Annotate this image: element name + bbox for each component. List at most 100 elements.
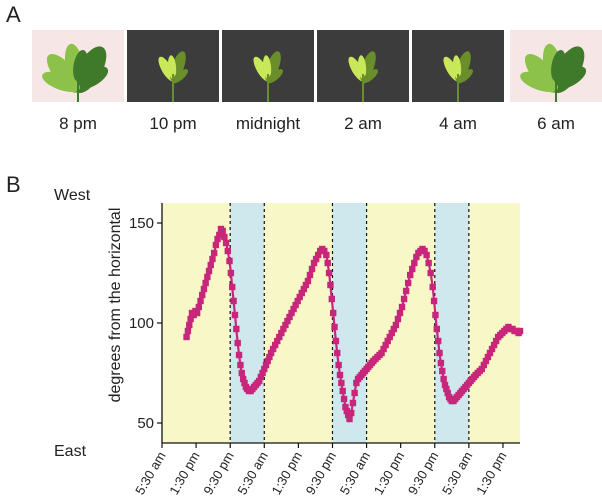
data-point <box>331 323 338 331</box>
data-point <box>394 315 402 323</box>
data-point <box>234 339 241 347</box>
data-point <box>382 341 389 349</box>
data-point <box>427 269 434 277</box>
data-point <box>323 251 330 259</box>
data-point <box>421 247 428 255</box>
data-point <box>484 353 492 361</box>
data-point <box>286 313 293 321</box>
leaf-shape <box>357 55 367 80</box>
day-band <box>468 203 520 443</box>
data-point <box>184 327 192 335</box>
plant-icon <box>348 51 378 102</box>
plant-icon <box>520 43 587 102</box>
plant-icon <box>42 43 109 102</box>
data-point <box>186 321 193 329</box>
plant-photo-2 <box>222 30 314 102</box>
x-tick-label: 9:30 pm <box>405 449 441 497</box>
data-point <box>327 281 334 289</box>
data-point <box>241 379 248 387</box>
data-point <box>222 239 230 247</box>
data-point <box>239 375 247 383</box>
data-point <box>231 311 239 319</box>
photo-time-label: 6 am <box>537 114 575 133</box>
x-tick-label: 5:30 am <box>132 449 168 497</box>
data-point <box>221 233 228 241</box>
data-point <box>199 291 206 299</box>
data-point <box>325 269 333 277</box>
data-point <box>200 285 208 293</box>
data-point <box>294 297 301 305</box>
photo-time-label: 4 am <box>439 114 477 133</box>
data-point <box>230 297 237 305</box>
data-point <box>444 389 451 397</box>
data-point <box>404 279 412 287</box>
day-band <box>366 203 435 443</box>
data-point <box>429 283 436 291</box>
data-point <box>433 325 441 333</box>
leaf-shape <box>553 66 587 90</box>
data-point <box>264 357 271 365</box>
data-point <box>298 289 305 297</box>
leaf-angle-chart: West East degrees from the horizontal 50… <box>54 187 524 497</box>
data-point <box>282 321 289 329</box>
data-point <box>290 305 297 313</box>
data-point <box>388 329 396 337</box>
data-point <box>334 349 341 357</box>
data-point <box>274 337 281 345</box>
data-point <box>407 271 414 279</box>
data-point <box>478 365 486 373</box>
leaf-shape <box>167 55 177 80</box>
data-point <box>437 359 445 367</box>
data-point <box>342 403 349 411</box>
data-point <box>216 231 223 239</box>
data-point <box>296 293 303 301</box>
x-tick-label: 1:30 pm <box>166 449 202 497</box>
data-point <box>348 409 355 417</box>
leaf-shape <box>361 69 378 84</box>
data-point <box>482 357 490 365</box>
data-point <box>292 301 299 309</box>
data-point <box>212 241 220 249</box>
leaf-shape <box>262 55 272 80</box>
leaf-shape <box>266 69 283 84</box>
data-point <box>380 345 387 353</box>
data-point <box>353 379 360 387</box>
data-point <box>443 385 450 393</box>
data-point <box>440 375 447 383</box>
data-point <box>308 265 316 273</box>
data-point <box>516 327 524 335</box>
plant-photo-5 <box>510 30 602 102</box>
data-point <box>190 311 197 319</box>
data-point <box>480 361 488 369</box>
data-point <box>439 367 446 375</box>
photo-time-label: midnight <box>235 114 301 133</box>
data-point <box>255 377 263 385</box>
data-point <box>210 249 218 257</box>
plant-photo-1 <box>127 30 219 102</box>
data-point <box>432 311 439 319</box>
data-point <box>235 351 243 359</box>
data-point <box>214 235 221 243</box>
data-point <box>267 349 275 357</box>
x-tick-label: 1:30 pm <box>268 449 304 497</box>
data-point <box>411 259 418 267</box>
data-point <box>402 287 410 295</box>
leaf-shape <box>75 66 109 90</box>
data-point <box>304 277 312 285</box>
data-point <box>339 387 346 395</box>
day-band <box>264 203 333 443</box>
x-tick-label: 5:30 am <box>337 449 373 497</box>
data-point <box>261 365 268 373</box>
data-point <box>266 353 273 361</box>
data-point <box>378 349 385 357</box>
photo-time-label: 10 pm <box>149 114 197 133</box>
data-point <box>271 341 279 349</box>
data-point <box>492 337 500 345</box>
data-point <box>321 247 328 255</box>
data-point <box>219 227 226 235</box>
x-tick-label: 1:30 pm <box>473 449 509 497</box>
plant-photo-0 <box>32 30 124 102</box>
plant-photo-3 <box>317 30 409 102</box>
data-point <box>409 265 416 273</box>
y-tick-label: 100 <box>129 315 154 332</box>
